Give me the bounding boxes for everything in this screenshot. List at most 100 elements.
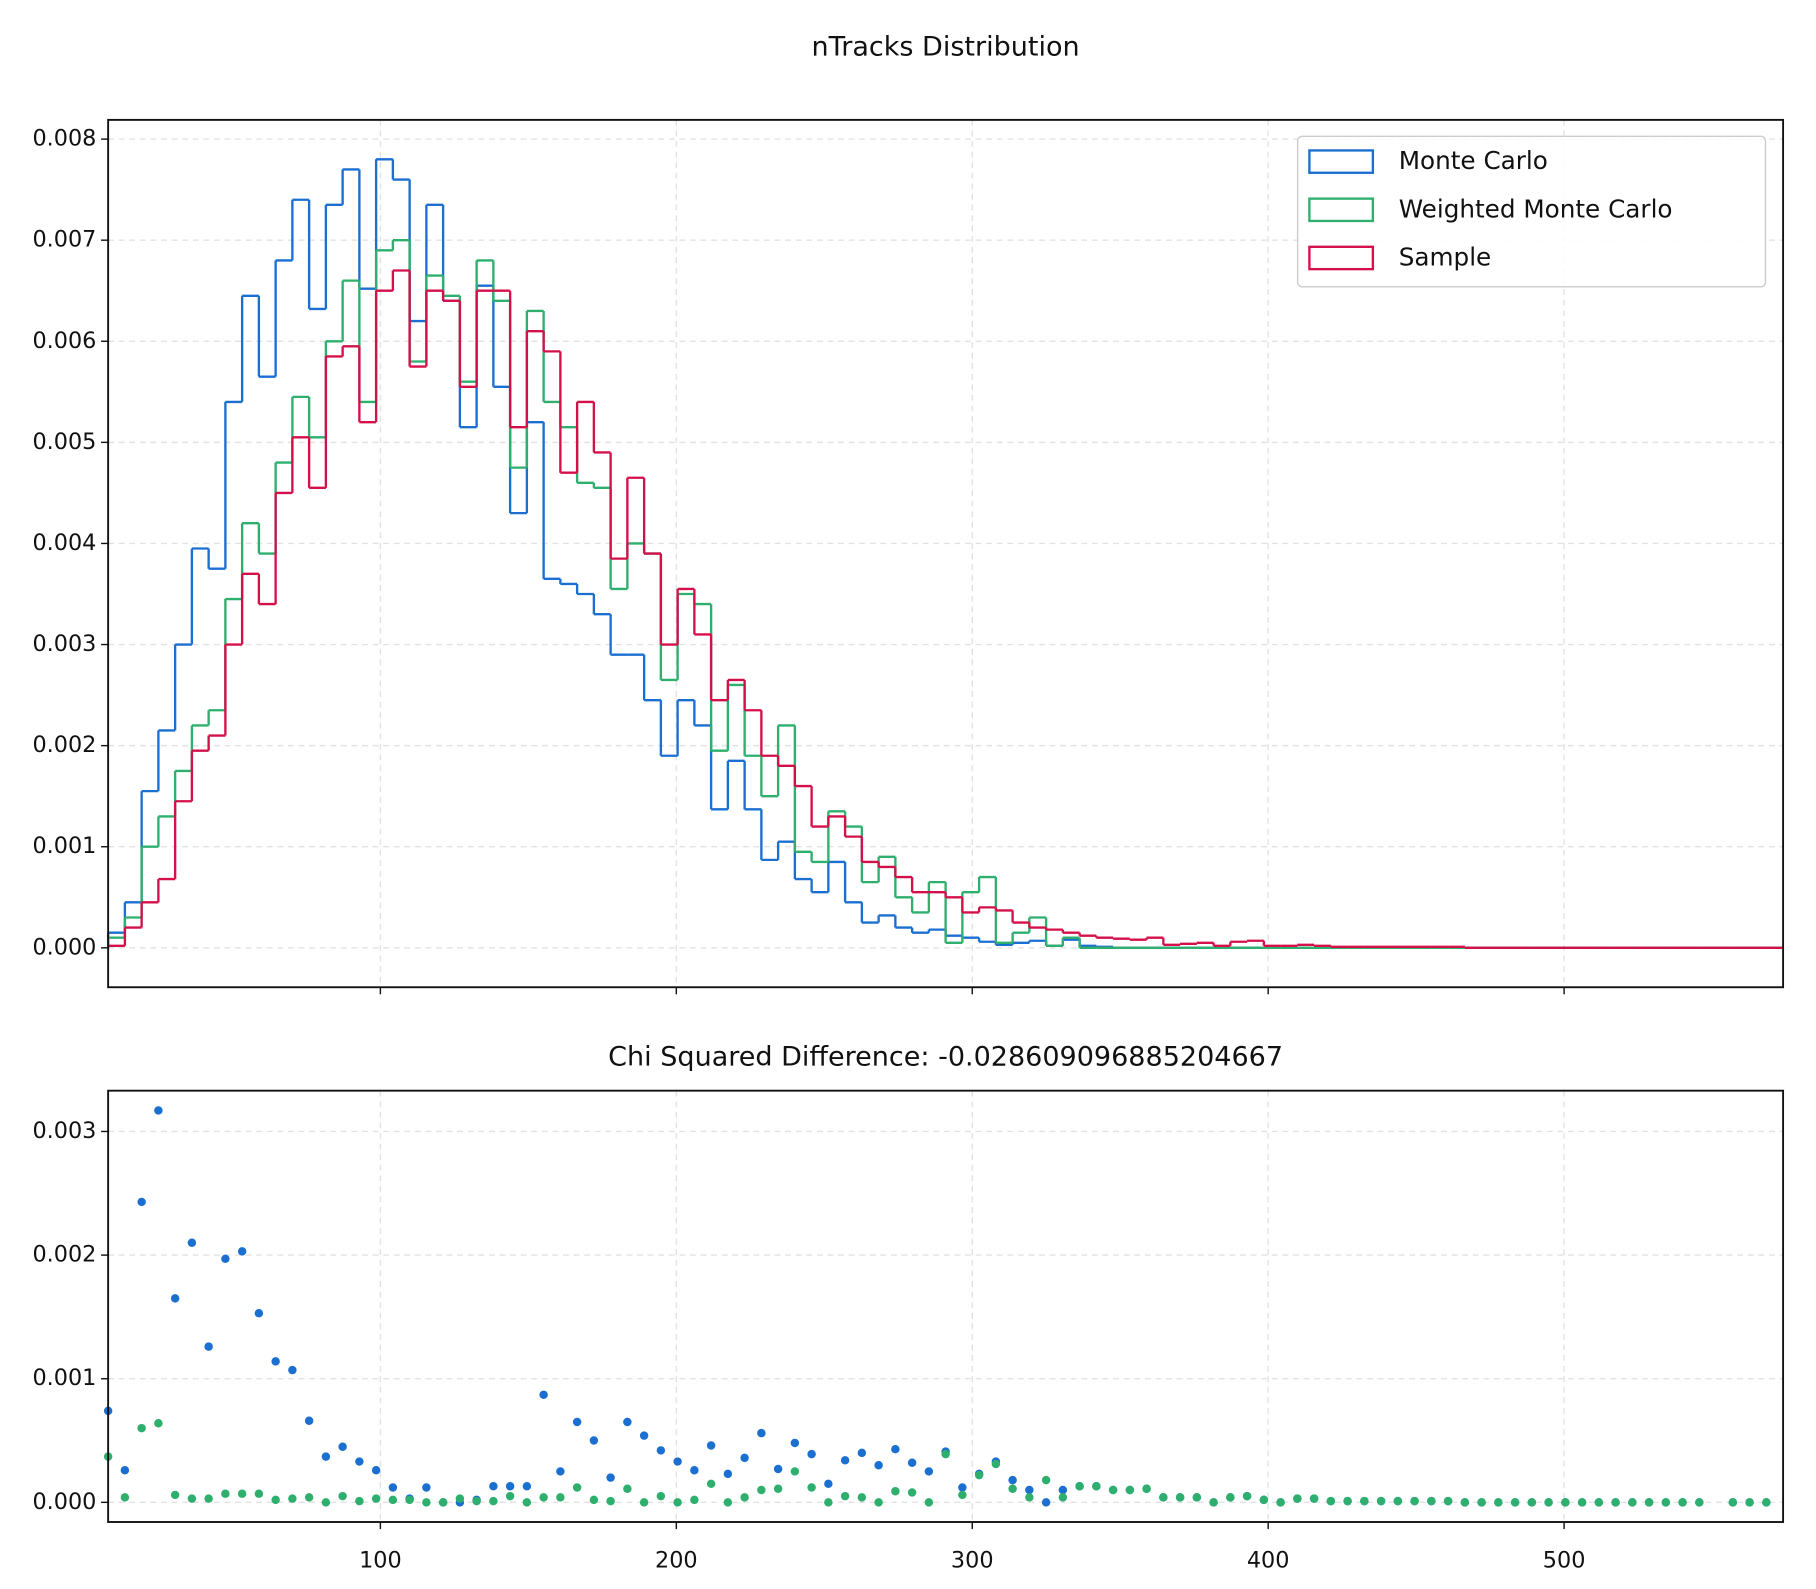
axes-frame xyxy=(107,118,1785,989)
scatter-point xyxy=(723,1469,733,1479)
scatter-point xyxy=(958,1490,967,1500)
scatter-point xyxy=(907,1488,917,1497)
scatter-point xyxy=(1008,1475,1017,1485)
scatter-point xyxy=(1343,1496,1352,1506)
scatter-point xyxy=(556,1467,565,1476)
scatter-point xyxy=(1762,1498,1771,1507)
scatter-point xyxy=(757,1428,766,1438)
scatter-point xyxy=(204,1342,213,1351)
legend-label: Weighted Monte Carlo xyxy=(1399,194,1673,223)
scatter-point xyxy=(1175,1493,1185,1502)
scatter-point xyxy=(807,1449,816,1459)
legend-swatch xyxy=(1308,149,1375,174)
legend-label: Monte Carlo xyxy=(1399,146,1548,175)
scatter-point xyxy=(589,1495,599,1505)
scatter-point xyxy=(338,1442,347,1451)
scatter-point xyxy=(1695,1498,1704,1507)
scatter-point xyxy=(1644,1498,1654,1507)
legend-swatch xyxy=(1308,245,1375,271)
scatter-point xyxy=(120,1493,130,1502)
scatter-point xyxy=(405,1495,414,1505)
scatter-point xyxy=(1293,1494,1302,1503)
scatter-point xyxy=(288,1494,297,1503)
scatter-point xyxy=(455,1494,465,1503)
scatter-point xyxy=(740,1453,749,1463)
scatter-point xyxy=(1226,1493,1235,1502)
scatter-point xyxy=(321,1498,331,1507)
y-tick-label: 0.002 xyxy=(32,1242,96,1268)
chart-title: Chi Squared Difference: -0.0286090968852… xyxy=(608,1041,1283,1072)
scatter-point xyxy=(1125,1485,1135,1495)
scatter-point xyxy=(1460,1498,1470,1507)
scatter-point xyxy=(154,1106,163,1115)
scatter-point xyxy=(606,1473,615,1482)
scatter-point xyxy=(1410,1496,1419,1506)
scatter-point xyxy=(170,1294,180,1303)
scatter-series xyxy=(103,1418,1771,1507)
scatter-point xyxy=(1309,1494,1319,1503)
scatter-point xyxy=(355,1496,364,1506)
scatter-point xyxy=(589,1436,599,1445)
scatter-point xyxy=(673,1498,682,1507)
scatter-point xyxy=(1259,1495,1269,1505)
scatter-point xyxy=(137,1423,146,1433)
scatter-point xyxy=(237,1247,247,1256)
y-tick-label: 0.003 xyxy=(32,1118,96,1144)
scatter-point xyxy=(824,1498,833,1507)
scatter-point xyxy=(1393,1496,1403,1506)
scatter-point xyxy=(355,1457,364,1466)
scatter-point xyxy=(572,1417,582,1427)
scatter-point xyxy=(472,1496,481,1506)
scatter-point xyxy=(388,1483,398,1492)
scatter-point xyxy=(1242,1491,1252,1501)
scatter-point xyxy=(1326,1496,1336,1506)
scatter-point xyxy=(1025,1485,1034,1495)
y-tick-label: 0.007 xyxy=(32,227,96,253)
scatter-point xyxy=(874,1498,883,1507)
scatter-point xyxy=(1058,1485,1068,1495)
scatter-point xyxy=(891,1486,900,1496)
scatter-point xyxy=(187,1238,197,1247)
scatter-point xyxy=(1611,1498,1620,1507)
scatter-point xyxy=(1628,1498,1637,1507)
scatter-point xyxy=(790,1438,800,1448)
scatter-point xyxy=(1192,1493,1202,1502)
scatter-point xyxy=(723,1498,733,1507)
scatter-point xyxy=(422,1498,431,1507)
scatter-point xyxy=(304,1493,314,1502)
scatter-point xyxy=(1025,1493,1034,1502)
scatter-point xyxy=(840,1491,850,1501)
scatter-point xyxy=(1745,1498,1754,1507)
scatter-point xyxy=(623,1417,632,1427)
scatter-point xyxy=(824,1479,833,1489)
scatter-point xyxy=(522,1482,532,1491)
scatter-point xyxy=(1477,1498,1486,1507)
scatter-point xyxy=(120,1465,130,1475)
y-tick-label: 0.005 xyxy=(32,429,96,455)
y-tick-label: 0.003 xyxy=(32,631,96,657)
scatter-point xyxy=(1376,1496,1386,1506)
scatter-point xyxy=(388,1495,398,1505)
scatter-point xyxy=(221,1489,230,1498)
scatter-point xyxy=(254,1489,264,1498)
scatter-point xyxy=(773,1484,783,1493)
scatter-point xyxy=(907,1458,917,1468)
scatter-point xyxy=(1510,1498,1520,1507)
scatter-point xyxy=(1360,1496,1369,1506)
scatter-point xyxy=(221,1254,230,1264)
scatter-point xyxy=(1527,1498,1537,1507)
scatter-point xyxy=(438,1498,448,1507)
scatter-point xyxy=(891,1444,900,1454)
scatter-point xyxy=(539,1493,548,1502)
scatter-point xyxy=(924,1467,934,1476)
scatter-point xyxy=(639,1498,649,1507)
scatter-point xyxy=(422,1483,431,1492)
scatter-point xyxy=(1159,1493,1168,1502)
scatter-point xyxy=(1075,1482,1084,1491)
legend-label: Sample xyxy=(1399,243,1492,272)
scatter-point xyxy=(338,1491,347,1501)
scatter-point xyxy=(304,1416,314,1425)
scatter-point xyxy=(991,1459,1001,1469)
x-tick-label: 200 xyxy=(655,1547,698,1573)
scatter-point xyxy=(572,1483,582,1492)
